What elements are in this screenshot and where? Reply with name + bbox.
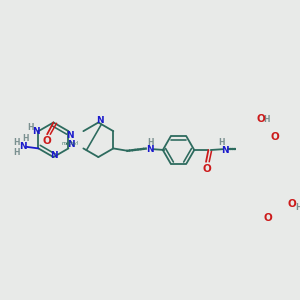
Text: N: N: [32, 128, 40, 136]
Text: H: H: [27, 124, 34, 133]
Text: N: N: [19, 142, 27, 152]
Text: H: H: [263, 115, 270, 124]
Text: H: H: [13, 148, 20, 157]
Text: O: O: [270, 132, 279, 142]
Text: O: O: [264, 213, 272, 224]
Text: N: N: [50, 151, 58, 160]
Text: N: N: [66, 131, 74, 140]
Text: methyl: methyl: [61, 141, 79, 146]
Text: N: N: [221, 146, 229, 155]
Text: H: H: [147, 138, 154, 147]
Text: O: O: [287, 199, 296, 209]
Text: H: H: [296, 203, 300, 212]
Text: O: O: [43, 136, 52, 146]
Text: N: N: [67, 140, 75, 149]
Text: O: O: [202, 164, 211, 174]
Text: H: H: [22, 134, 28, 143]
Text: H: H: [218, 138, 225, 147]
Text: H: H: [13, 138, 20, 147]
Text: O: O: [257, 114, 266, 124]
Text: N: N: [96, 116, 104, 124]
Text: N: N: [146, 146, 154, 154]
